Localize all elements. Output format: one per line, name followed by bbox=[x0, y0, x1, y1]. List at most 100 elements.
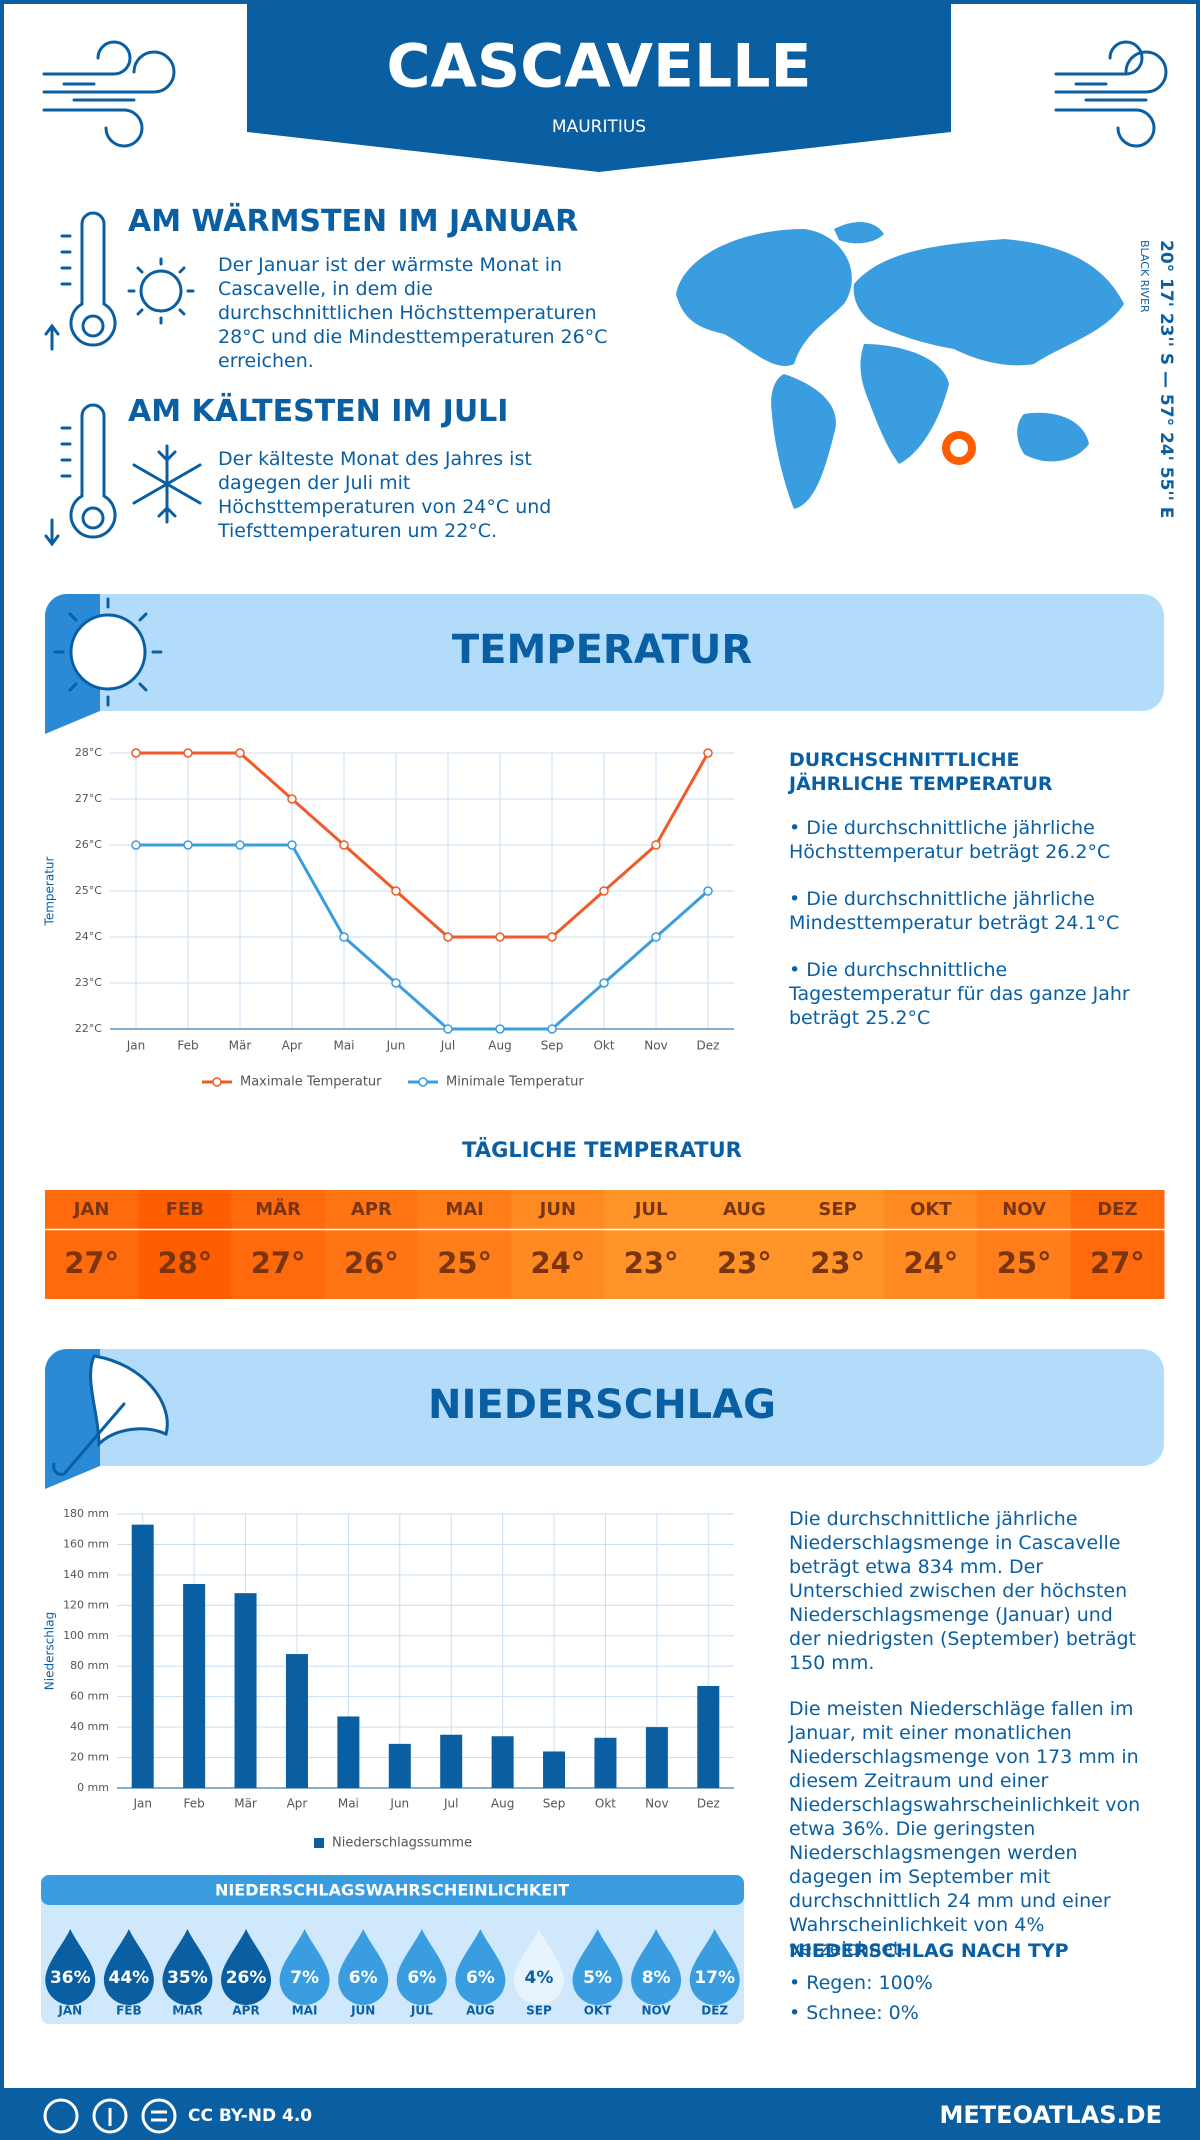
banner-corner bbox=[45, 1349, 100, 1489]
temp-label: 27° bbox=[1090, 1246, 1145, 1280]
y-tick-label: 0 mm bbox=[77, 1781, 109, 1794]
month-label: JUN bbox=[538, 1199, 576, 1220]
x-tick-label: Aug bbox=[491, 1797, 514, 1811]
coldest-title: AM KÄLTESTEN IM JULI bbox=[128, 394, 509, 429]
header-cell bbox=[418, 1190, 512, 1229]
value-cell bbox=[511, 1230, 605, 1299]
probability-drop bbox=[572, 1929, 623, 2005]
probability-title: NIEDERSCHLAGSWAHRSCHEINLICHKEIT bbox=[215, 1881, 569, 1900]
probability-drop bbox=[631, 1929, 682, 2005]
month-label: FEB bbox=[116, 2004, 142, 2018]
value-cell bbox=[977, 1230, 1072, 1299]
header-cell bbox=[977, 1190, 1072, 1229]
x-tick-label: Okt bbox=[595, 1797, 616, 1811]
x-tick-label: Jul bbox=[443, 1797, 458, 1811]
section-title: TEMPERATUR bbox=[452, 627, 752, 673]
probability-drop bbox=[162, 1929, 213, 2005]
bar bbox=[183, 1584, 206, 1788]
stats-title: DURCHSCHNITTLICHE JÄHRLICHE TEMPERATUR bbox=[789, 749, 1053, 795]
value-cell bbox=[1070, 1230, 1165, 1299]
month-label: AUG bbox=[723, 1199, 766, 1220]
temp-label: 25° bbox=[437, 1246, 492, 1280]
legend-marker bbox=[314, 1838, 324, 1848]
x-tick-label: Feb bbox=[177, 1039, 198, 1053]
bar bbox=[594, 1737, 617, 1788]
header-cell bbox=[884, 1190, 978, 1229]
coldest-text: Der kälteste Monat des Jahres ist dagege… bbox=[218, 448, 552, 542]
bar bbox=[491, 1736, 514, 1788]
x-tick-label: Dez bbox=[697, 1797, 720, 1811]
month-label: APR bbox=[232, 2004, 259, 2018]
x-tick-label: Apr bbox=[282, 1039, 303, 1053]
bar bbox=[388, 1743, 411, 1788]
section-banner bbox=[45, 594, 1164, 711]
probability-label: 6% bbox=[407, 1968, 436, 1988]
y-tick-label: 160 mm bbox=[63, 1537, 109, 1550]
bar bbox=[543, 1751, 566, 1788]
artwork: CASCAVELLE MAURITIUS 20° 17' 23'' S — 57… bbox=[4, 4, 1196, 2140]
header-cell bbox=[324, 1190, 419, 1229]
bar bbox=[697, 1686, 720, 1788]
umbrella-icon bbox=[52, 1354, 169, 1476]
temp-label: 28° bbox=[157, 1246, 212, 1280]
data-point bbox=[495, 932, 505, 942]
data-point bbox=[703, 886, 713, 896]
bar bbox=[645, 1727, 668, 1788]
section-title: NIEDERSCHLAG bbox=[428, 1382, 776, 1428]
bar bbox=[337, 1716, 360, 1788]
x-tick-label: Nov bbox=[645, 1797, 668, 1811]
month-label: OKT bbox=[584, 2004, 613, 2018]
y-tick-label: 80 mm bbox=[70, 1659, 109, 1672]
value-cell bbox=[45, 1230, 139, 1299]
data-point bbox=[547, 1024, 557, 1034]
probability-label: 5% bbox=[583, 1968, 612, 1988]
data-point bbox=[443, 932, 453, 942]
probability-drop bbox=[455, 1929, 506, 2005]
stat-item: • Die durchschnittliche Tagestemperatur … bbox=[789, 959, 1130, 1029]
temp-label: 25° bbox=[997, 1246, 1052, 1280]
data-point bbox=[131, 748, 141, 758]
header-cell bbox=[231, 1190, 326, 1229]
probability-drop bbox=[103, 1929, 154, 2005]
temp-label: 27° bbox=[64, 1246, 119, 1280]
month-label: SEP bbox=[526, 2004, 552, 2018]
probability-drop bbox=[396, 1929, 447, 2005]
legend-marker bbox=[212, 1077, 222, 1087]
x-tick-label: Jan bbox=[132, 1797, 152, 1811]
data-point bbox=[183, 748, 193, 758]
data-point bbox=[651, 932, 661, 942]
x-tick-label: Mai bbox=[333, 1039, 354, 1053]
y-tick-label: 25°C bbox=[75, 884, 102, 897]
legend-marker bbox=[418, 1077, 428, 1087]
value-cell bbox=[791, 1230, 885, 1299]
x-tick-label: Jun bbox=[386, 1039, 406, 1053]
wind-icon bbox=[42, 40, 176, 148]
x-tick-label: Jun bbox=[389, 1797, 409, 1811]
legend-label: Niederschlagssumme bbox=[332, 1836, 472, 1851]
bar bbox=[285, 1654, 308, 1788]
header-banner bbox=[247, 4, 951, 172]
site-name[interactable]: METEOATLAS.DE bbox=[940, 2101, 1162, 2129]
probability-label: 7% bbox=[290, 1968, 319, 1988]
y-axis-title: Niederschlag bbox=[43, 1612, 57, 1690]
bar bbox=[234, 1593, 257, 1788]
month-label: JUL bbox=[410, 2004, 433, 2018]
month-label: FEB bbox=[166, 1199, 204, 1220]
precip-text: Die meisten Niederschläge fallen im Janu… bbox=[789, 1698, 1141, 1960]
data-point bbox=[235, 748, 245, 758]
data-point bbox=[651, 840, 661, 850]
month-label: NOV bbox=[1002, 1199, 1046, 1220]
warmest-text: Der Januar ist der wärmste Monat in Casc… bbox=[218, 254, 608, 372]
x-tick-label: Feb bbox=[184, 1797, 205, 1811]
license: CC BY-ND 4.0 bbox=[188, 2106, 312, 2126]
header-cell bbox=[697, 1190, 792, 1229]
y-tick-label: 24°C bbox=[75, 930, 102, 943]
probability-box bbox=[41, 1875, 744, 2024]
data-point bbox=[235, 840, 245, 850]
value-cell bbox=[324, 1230, 419, 1299]
line-series bbox=[136, 751, 710, 939]
x-tick-label: Dez bbox=[697, 1039, 720, 1053]
value-cell bbox=[884, 1230, 978, 1299]
probability-label: 4% bbox=[525, 1968, 554, 1988]
x-tick-label: Apr bbox=[287, 1797, 308, 1811]
